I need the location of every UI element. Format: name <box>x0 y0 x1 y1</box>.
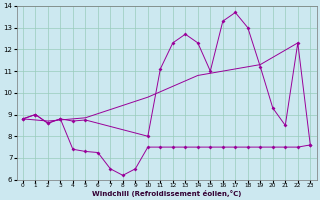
X-axis label: Windchill (Refroidissement éolien,°C): Windchill (Refroidissement éolien,°C) <box>92 190 241 197</box>
